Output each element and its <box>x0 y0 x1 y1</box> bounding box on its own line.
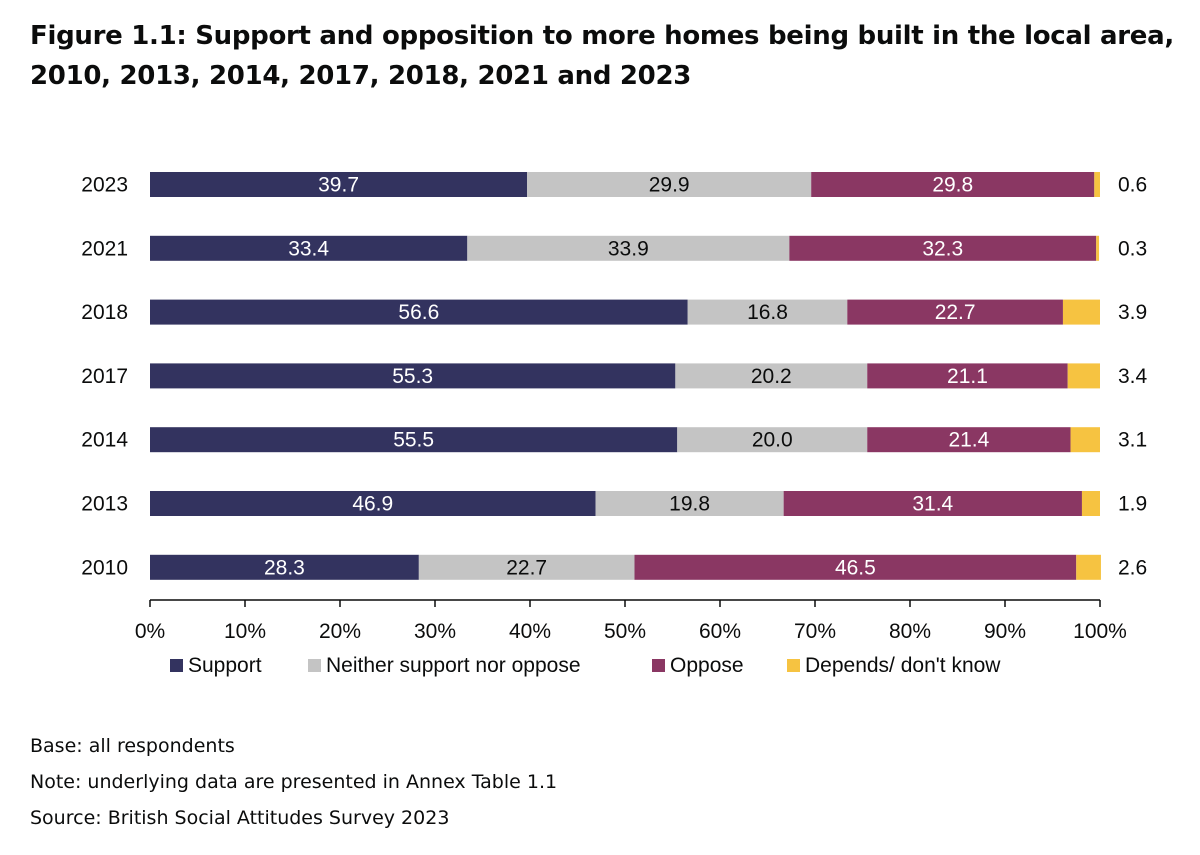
bar-segment <box>467 235 790 261</box>
x-tick-label: 0% <box>135 620 165 643</box>
data-label: 1.9 <box>1118 493 1147 516</box>
bar-segment <box>1062 299 1100 325</box>
legend-label: Neither support nor oppose <box>326 654 581 677</box>
bar-segment <box>675 363 868 389</box>
category-label: 2021 <box>81 237 128 260</box>
data-label: 3.9 <box>1118 301 1147 324</box>
x-tick-label: 40% <box>509 620 551 643</box>
bar-segment <box>1096 235 1100 261</box>
chart-notes: Base: all respondents Note: underlying d… <box>30 728 557 836</box>
data-label: 46.9 <box>352 493 393 516</box>
data-label: 3.1 <box>1118 429 1147 452</box>
legend-label: Depends/ don't know <box>805 654 1001 677</box>
bars-layer: 2023 39.7 29.9 29.8 0.6 2021 33.4 33.9 32.3 0.3 20… <box>81 172 1148 580</box>
data-label: 56.6 <box>398 301 439 324</box>
data-label: 19.8 <box>669 493 710 516</box>
x-tick-label: 30% <box>414 620 456 643</box>
data-label: 31.4 <box>912 493 953 516</box>
bar-segment <box>150 235 468 261</box>
x-tick-label: 80% <box>889 620 931 643</box>
data-label: 46.5 <box>835 556 876 579</box>
bar-segment <box>150 427 678 453</box>
category-label: 2013 <box>81 493 128 516</box>
bar-segment <box>789 235 1097 261</box>
data-label: 29.9 <box>649 174 690 197</box>
data-label: 0.6 <box>1118 174 1147 197</box>
bar-segment <box>847 299 1063 325</box>
legend-swatch <box>308 659 321 672</box>
category-label: 2018 <box>81 301 128 324</box>
bar-segment <box>1081 491 1100 516</box>
bar-segment <box>150 491 596 516</box>
bar-segment <box>634 554 1077 580</box>
x-tick-label: 10% <box>224 620 266 643</box>
data-label: 32.3 <box>922 237 963 260</box>
legend-label: Oppose <box>670 654 744 677</box>
data-label: 22.7 <box>935 301 976 324</box>
base-note: Base: all respondents <box>30 735 235 757</box>
x-tick-label: 60% <box>699 620 741 643</box>
x-tick-label: 20% <box>319 620 361 643</box>
legend-swatch <box>652 659 665 672</box>
annex-note: Note: underlying data are presented in A… <box>30 771 558 793</box>
bar-segment <box>1070 427 1100 453</box>
bar-segment <box>150 554 419 580</box>
category-label: 2014 <box>81 429 128 452</box>
bar-segment <box>867 363 1068 389</box>
bar-segment <box>811 172 1095 197</box>
data-label: 55.5 <box>393 429 434 452</box>
source-note: Source: British Social Attitudes Survey … <box>30 807 450 829</box>
bar-segment <box>595 491 784 516</box>
data-label: 20.2 <box>751 365 792 388</box>
data-label: 28.3 <box>264 556 305 579</box>
bar-segment <box>150 172 528 197</box>
bar-segment <box>150 363 676 389</box>
chart-title: Figure 1.1: Support and opposition to mo… <box>30 21 1174 91</box>
data-label: 2.6 <box>1118 556 1147 579</box>
bar-segment <box>1094 172 1100 197</box>
category-label: 2010 <box>81 556 128 579</box>
stacked-bar-chart: 2023 39.7 29.9 29.8 0.6 2021 33.4 33.9 32.3 0.3 20… <box>81 172 1148 677</box>
data-label: 21.1 <box>947 365 988 388</box>
data-label: 55.3 <box>392 365 433 388</box>
x-tick-label: 90% <box>984 620 1026 643</box>
bar-segment <box>527 172 812 197</box>
bar-segment <box>783 491 1082 516</box>
legend-swatch <box>170 659 183 672</box>
legend: Support Neither support nor oppose Oppose D… <box>170 654 1001 677</box>
data-label: 16.8 <box>747 301 788 324</box>
x-axis: 0% 10% 20% 30% 40% 50% 60% 70% 80% 90% 100% <box>135 599 1127 643</box>
bar-segment <box>1076 554 1101 580</box>
category-label: 2017 <box>81 365 128 388</box>
x-tick-label: 100% <box>1073 620 1127 643</box>
x-tick-label: 70% <box>794 620 836 643</box>
data-label: 22.7 <box>506 556 547 579</box>
legend-swatch <box>787 659 800 672</box>
bar-segment <box>687 299 848 325</box>
bar-segment <box>418 554 635 580</box>
legend-label: Support <box>188 654 262 677</box>
data-label: 33.9 <box>608 237 649 260</box>
data-label: 20.0 <box>752 429 793 452</box>
bar-segment <box>677 427 868 453</box>
data-label: 39.7 <box>318 174 359 197</box>
data-label: 21.4 <box>948 429 989 452</box>
data-label: 33.4 <box>288 237 329 260</box>
data-label: 0.3 <box>1118 237 1147 260</box>
category-label: 2023 <box>81 174 128 197</box>
bar-segment <box>867 427 1071 453</box>
data-label: 3.4 <box>1118 365 1148 388</box>
data-label: 29.8 <box>932 174 973 197</box>
bar-segment <box>1067 363 1100 389</box>
x-tick-label: 50% <box>604 620 646 643</box>
bar-segment <box>150 299 688 325</box>
